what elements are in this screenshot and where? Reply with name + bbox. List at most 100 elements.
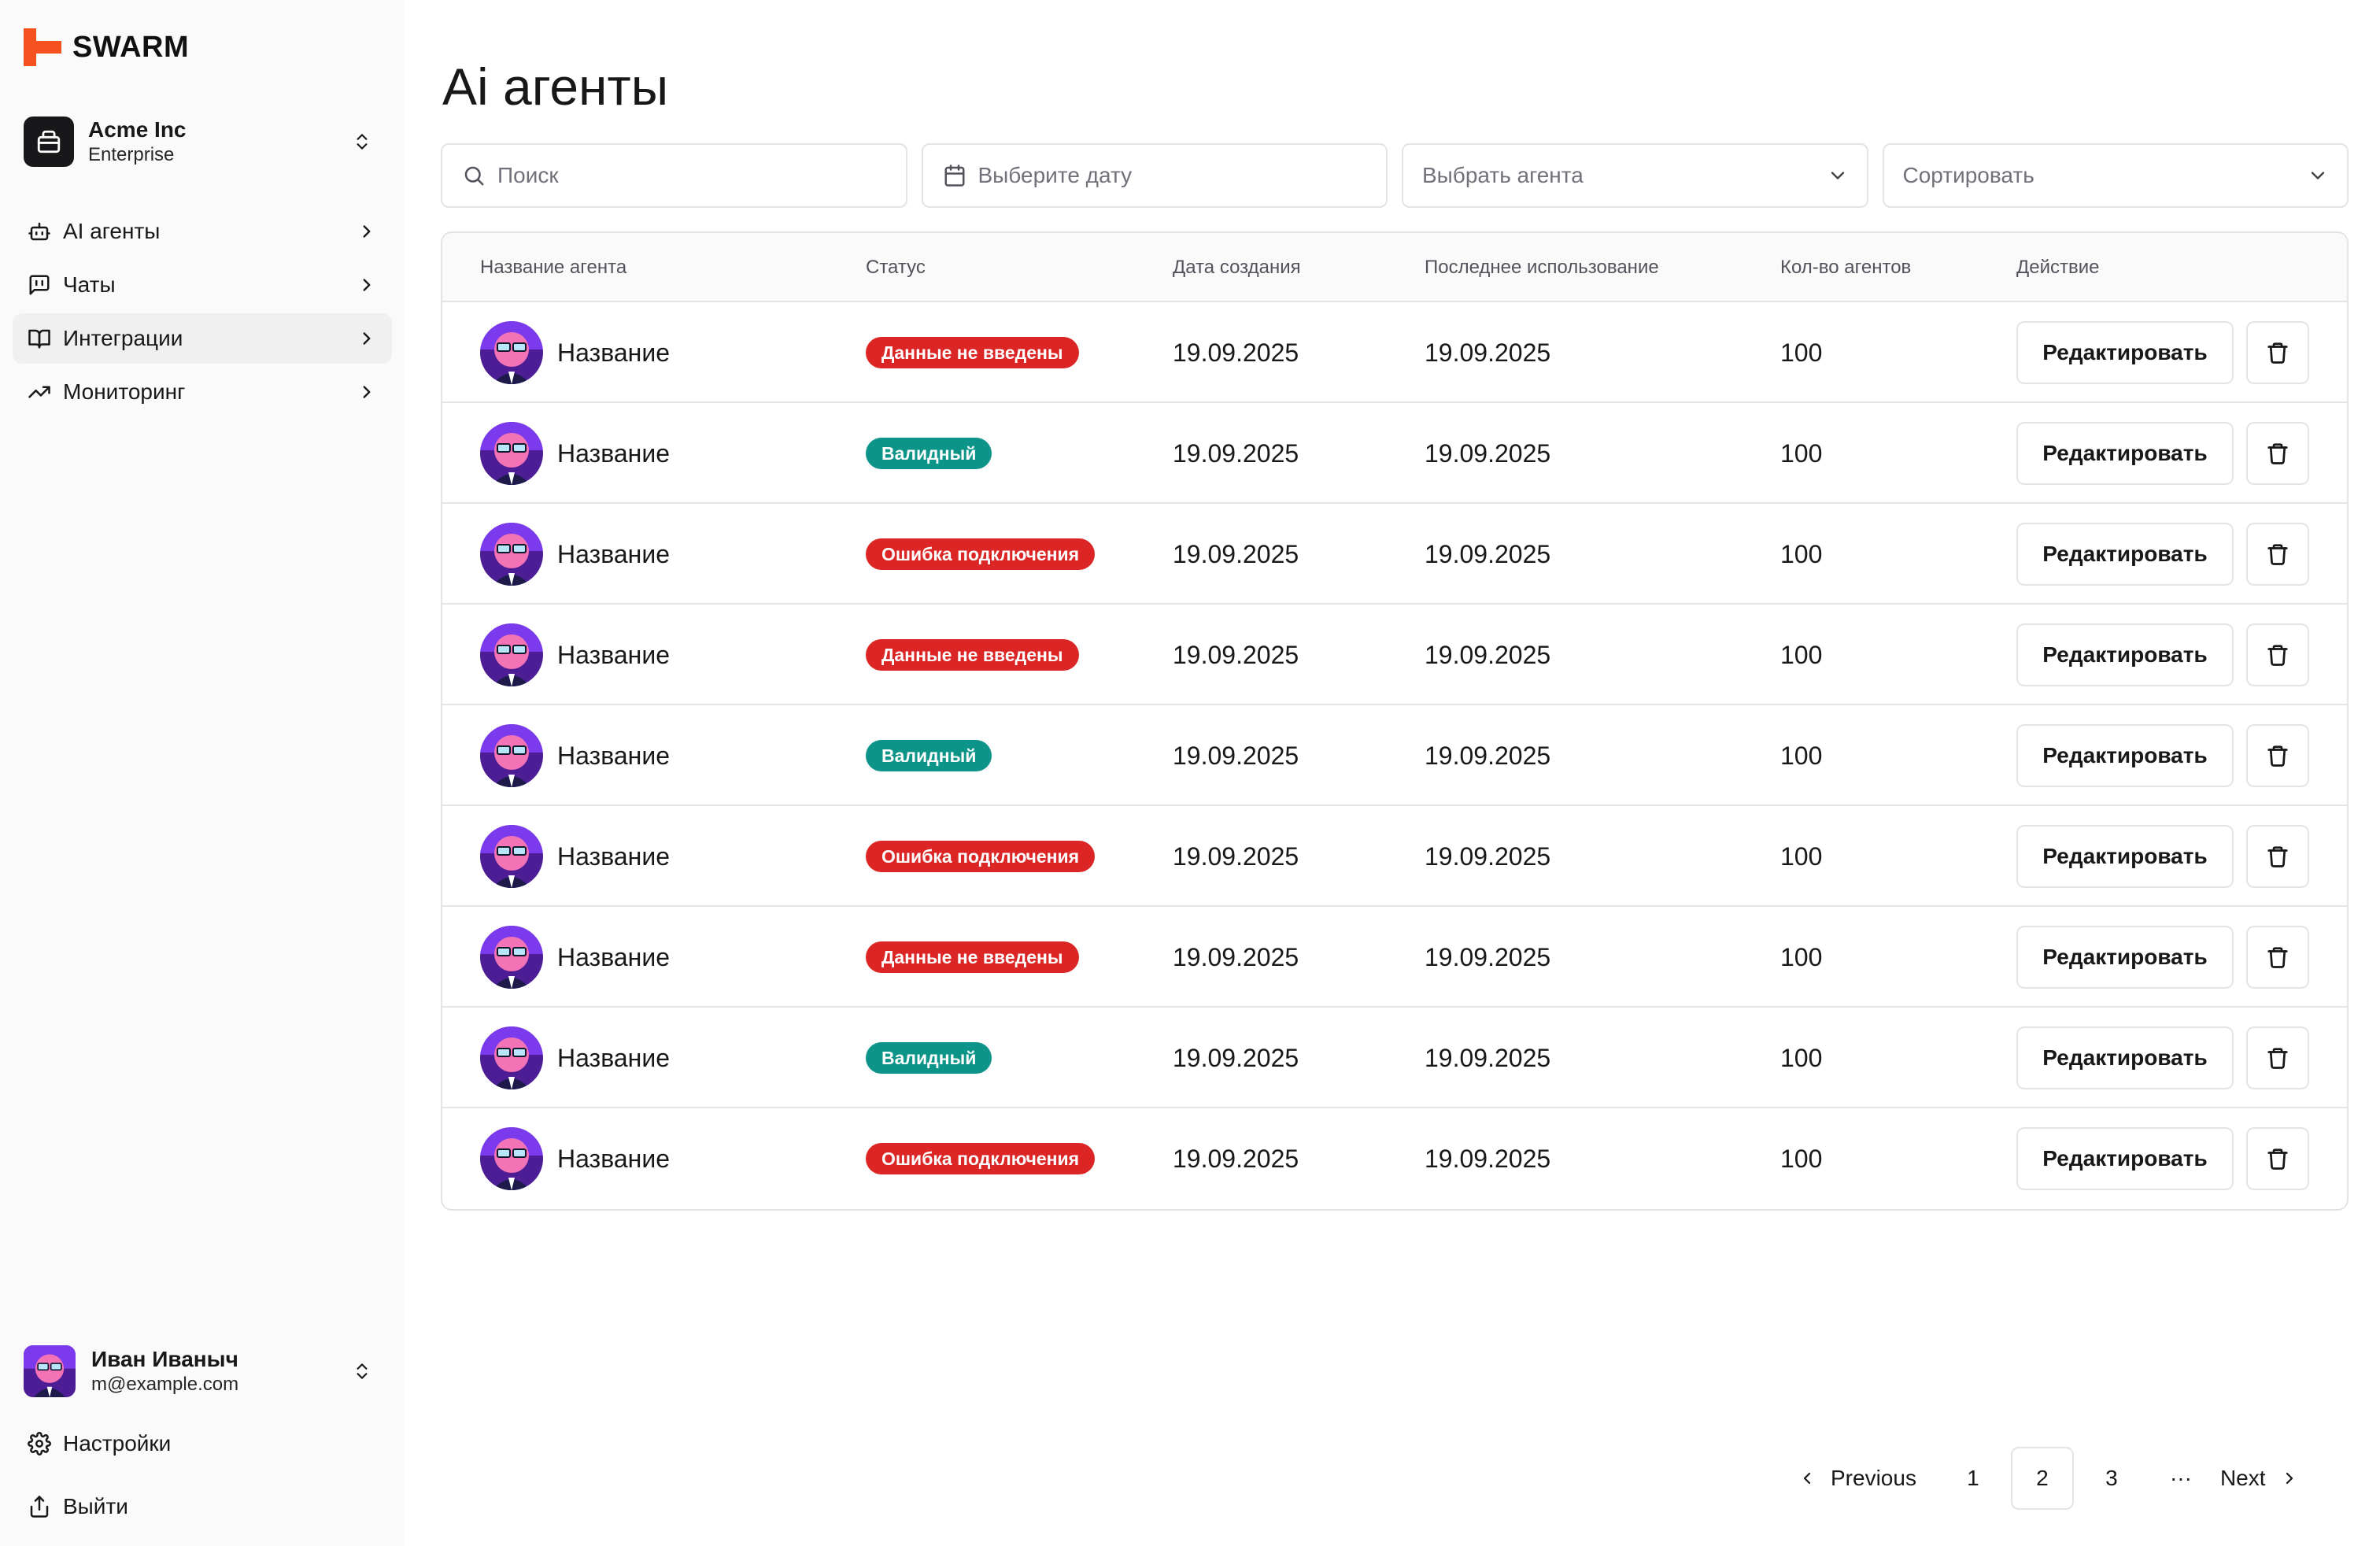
trash-icon: [2266, 845, 2289, 868]
table-row[interactable]: Название Данные не введены 19.09.2025 19…: [442, 907, 2347, 1008]
delete-button[interactable]: [2246, 623, 2309, 686]
chevron-down-icon: [2306, 164, 2330, 187]
table-row[interactable]: Название Данные не введены 19.09.2025 19…: [442, 605, 2347, 705]
status-badge: Валидный: [866, 740, 992, 771]
pagination-next[interactable]: Next: [2220, 1447, 2299, 1510]
delete-button[interactable]: [2246, 825, 2309, 888]
pagination-next-label: Next: [2219, 1466, 2266, 1490]
search-input[interactable]: Поиск: [441, 143, 907, 208]
last-used-date: 19.09.2025: [1425, 438, 1551, 468]
status-cell: Данные не введены: [866, 605, 1079, 705]
logout-link[interactable]: Выйти: [27, 1488, 128, 1526]
edit-button[interactable]: Редактировать: [2016, 523, 2234, 586]
chevron-left-icon: [1798, 1469, 1816, 1488]
agent-name-cell: Название: [480, 302, 670, 403]
sort-select[interactable]: Сортировать: [1882, 143, 2349, 208]
edit-button[interactable]: Редактировать: [2016, 1026, 2234, 1089]
edit-button[interactable]: Редактировать: [2016, 623, 2234, 686]
pagination-ellipsis: ···: [2169, 1466, 2192, 1490]
table-row[interactable]: Название Валидный 19.09.2025 19.09.2025 …: [442, 403, 2347, 504]
table-row[interactable]: Название Ошибка подключения 19.09.2025 1…: [442, 504, 2347, 605]
agent-name: Название: [557, 338, 670, 367]
agent-avatar: [480, 724, 543, 787]
sidebar-item-label: Чаты: [63, 272, 116, 297]
date-placeholder: Выберите дату: [978, 163, 1133, 187]
pagination-previous[interactable]: Previous: [1798, 1447, 1916, 1510]
status-badge: Ошибка подключения: [866, 1143, 1096, 1174]
delete-button[interactable]: [2246, 321, 2309, 384]
swarm-logo-icon: [24, 28, 61, 66]
main-content: Ai агенты Поиск Выберите дату Выбрать аг…: [405, 0, 2380, 1546]
delete-button[interactable]: [2246, 1127, 2309, 1190]
column-header-status[interactable]: Статус: [866, 257, 926, 278]
sidebar-item-label: AI агенты: [63, 219, 161, 243]
trending-up-icon: [27, 379, 52, 405]
delete-button[interactable]: [2246, 724, 2309, 787]
org-switcher[interactable]: Acme Inc Enterprise: [24, 116, 375, 168]
edit-button[interactable]: Редактировать: [2016, 825, 2234, 888]
created-date: 19.09.2025: [1173, 539, 1299, 568]
sidebar-item-integrations[interactable]: Интеграции: [13, 313, 392, 364]
edit-button[interactable]: Редактировать: [2016, 724, 2234, 787]
trash-icon: [2266, 744, 2289, 767]
trash-icon: [2266, 643, 2289, 667]
table-row[interactable]: Название Валидный 19.09.2025 19.09.2025 …: [442, 1008, 2347, 1108]
delete-button[interactable]: [2246, 926, 2309, 989]
agent-avatar: [480, 321, 543, 384]
column-header-action: Действие: [2016, 257, 2100, 278]
action-cell: Редактировать: [2016, 403, 2309, 504]
agent-select[interactable]: Выбрать агента: [1402, 143, 1868, 208]
agent-avatar: [480, 523, 543, 586]
logout-label: Выйти: [63, 1494, 128, 1518]
action-cell: Редактировать: [2016, 806, 2309, 907]
table-row[interactable]: Название Валидный 19.09.2025 19.09.2025 …: [442, 705, 2347, 806]
sidebar-item-ai-agents[interactable]: AI агенты: [13, 206, 392, 257]
sidebar-item-label: Интеграции: [63, 326, 183, 350]
edit-button[interactable]: Редактировать: [2016, 321, 2234, 384]
column-header-last-used[interactable]: Последнее использование: [1425, 257, 1659, 278]
action-cell: Редактировать: [2016, 504, 2309, 605]
status-badge: Данные не введены: [866, 639, 1079, 671]
main-nav: AI агенты Чаты Интеграции: [13, 206, 392, 420]
search-icon: [461, 163, 486, 188]
status-badge: Валидный: [866, 1042, 992, 1074]
pagination-page-2[interactable]: 2: [2010, 1447, 2074, 1510]
action-cell: Редактировать: [2016, 302, 2309, 403]
created-date: 19.09.2025: [1173, 438, 1299, 468]
user-menu[interactable]: Иван Иваныч m@example.com: [24, 1344, 375, 1398]
delete-button[interactable]: [2246, 422, 2309, 485]
column-header-created[interactable]: Дата создания: [1173, 257, 1301, 278]
created-date: 19.09.2025: [1173, 1043, 1299, 1072]
delete-button[interactable]: [2246, 1026, 2309, 1089]
last-used-date: 19.09.2025: [1425, 640, 1551, 669]
agent-count: 100: [1780, 942, 1823, 971]
pagination-page-3[interactable]: 3: [2105, 1466, 2118, 1490]
chevrons-up-down-icon: [349, 1357, 375, 1385]
app-logo[interactable]: SWARM: [24, 28, 189, 66]
agent-count: 100: [1780, 1043, 1823, 1072]
settings-link[interactable]: Настройки: [27, 1425, 171, 1463]
agent-name: Название: [557, 438, 670, 468]
date-picker[interactable]: Выберите дату: [921, 143, 1388, 208]
created-date: 19.09.2025: [1173, 841, 1299, 871]
last-used-date: 19.09.2025: [1425, 741, 1551, 770]
table-row[interactable]: Название Ошибка подключения 19.09.2025 1…: [442, 806, 2347, 907]
sidebar-item-monitoring[interactable]: Мониторинг: [13, 367, 392, 417]
delete-button[interactable]: [2246, 523, 2309, 586]
table-row[interactable]: Название Ошибка подключения 19.09.2025 1…: [442, 1108, 2347, 1209]
agent-name: Название: [557, 1043, 670, 1072]
chevron-right-icon: [356, 327, 378, 350]
edit-button[interactable]: Редактировать: [2016, 926, 2234, 989]
status-cell: Ошибка подключения: [866, 806, 1096, 907]
agent-name: Название: [557, 1144, 670, 1173]
column-header-count[interactable]: Кол-во агентов: [1780, 257, 1912, 278]
edit-button[interactable]: Редактировать: [2016, 1127, 2234, 1190]
action-cell: Редактировать: [2016, 705, 2309, 806]
trash-icon: [2266, 341, 2289, 364]
sidebar-item-chats[interactable]: Чаты: [13, 260, 392, 310]
bot-icon: [27, 219, 52, 244]
pagination-page-1[interactable]: 1: [1967, 1466, 1979, 1490]
edit-button[interactable]: Редактировать: [2016, 422, 2234, 485]
table-row[interactable]: Название Данные не введены 19.09.2025 19…: [442, 302, 2347, 403]
column-header-name[interactable]: Название агента: [480, 257, 627, 278]
